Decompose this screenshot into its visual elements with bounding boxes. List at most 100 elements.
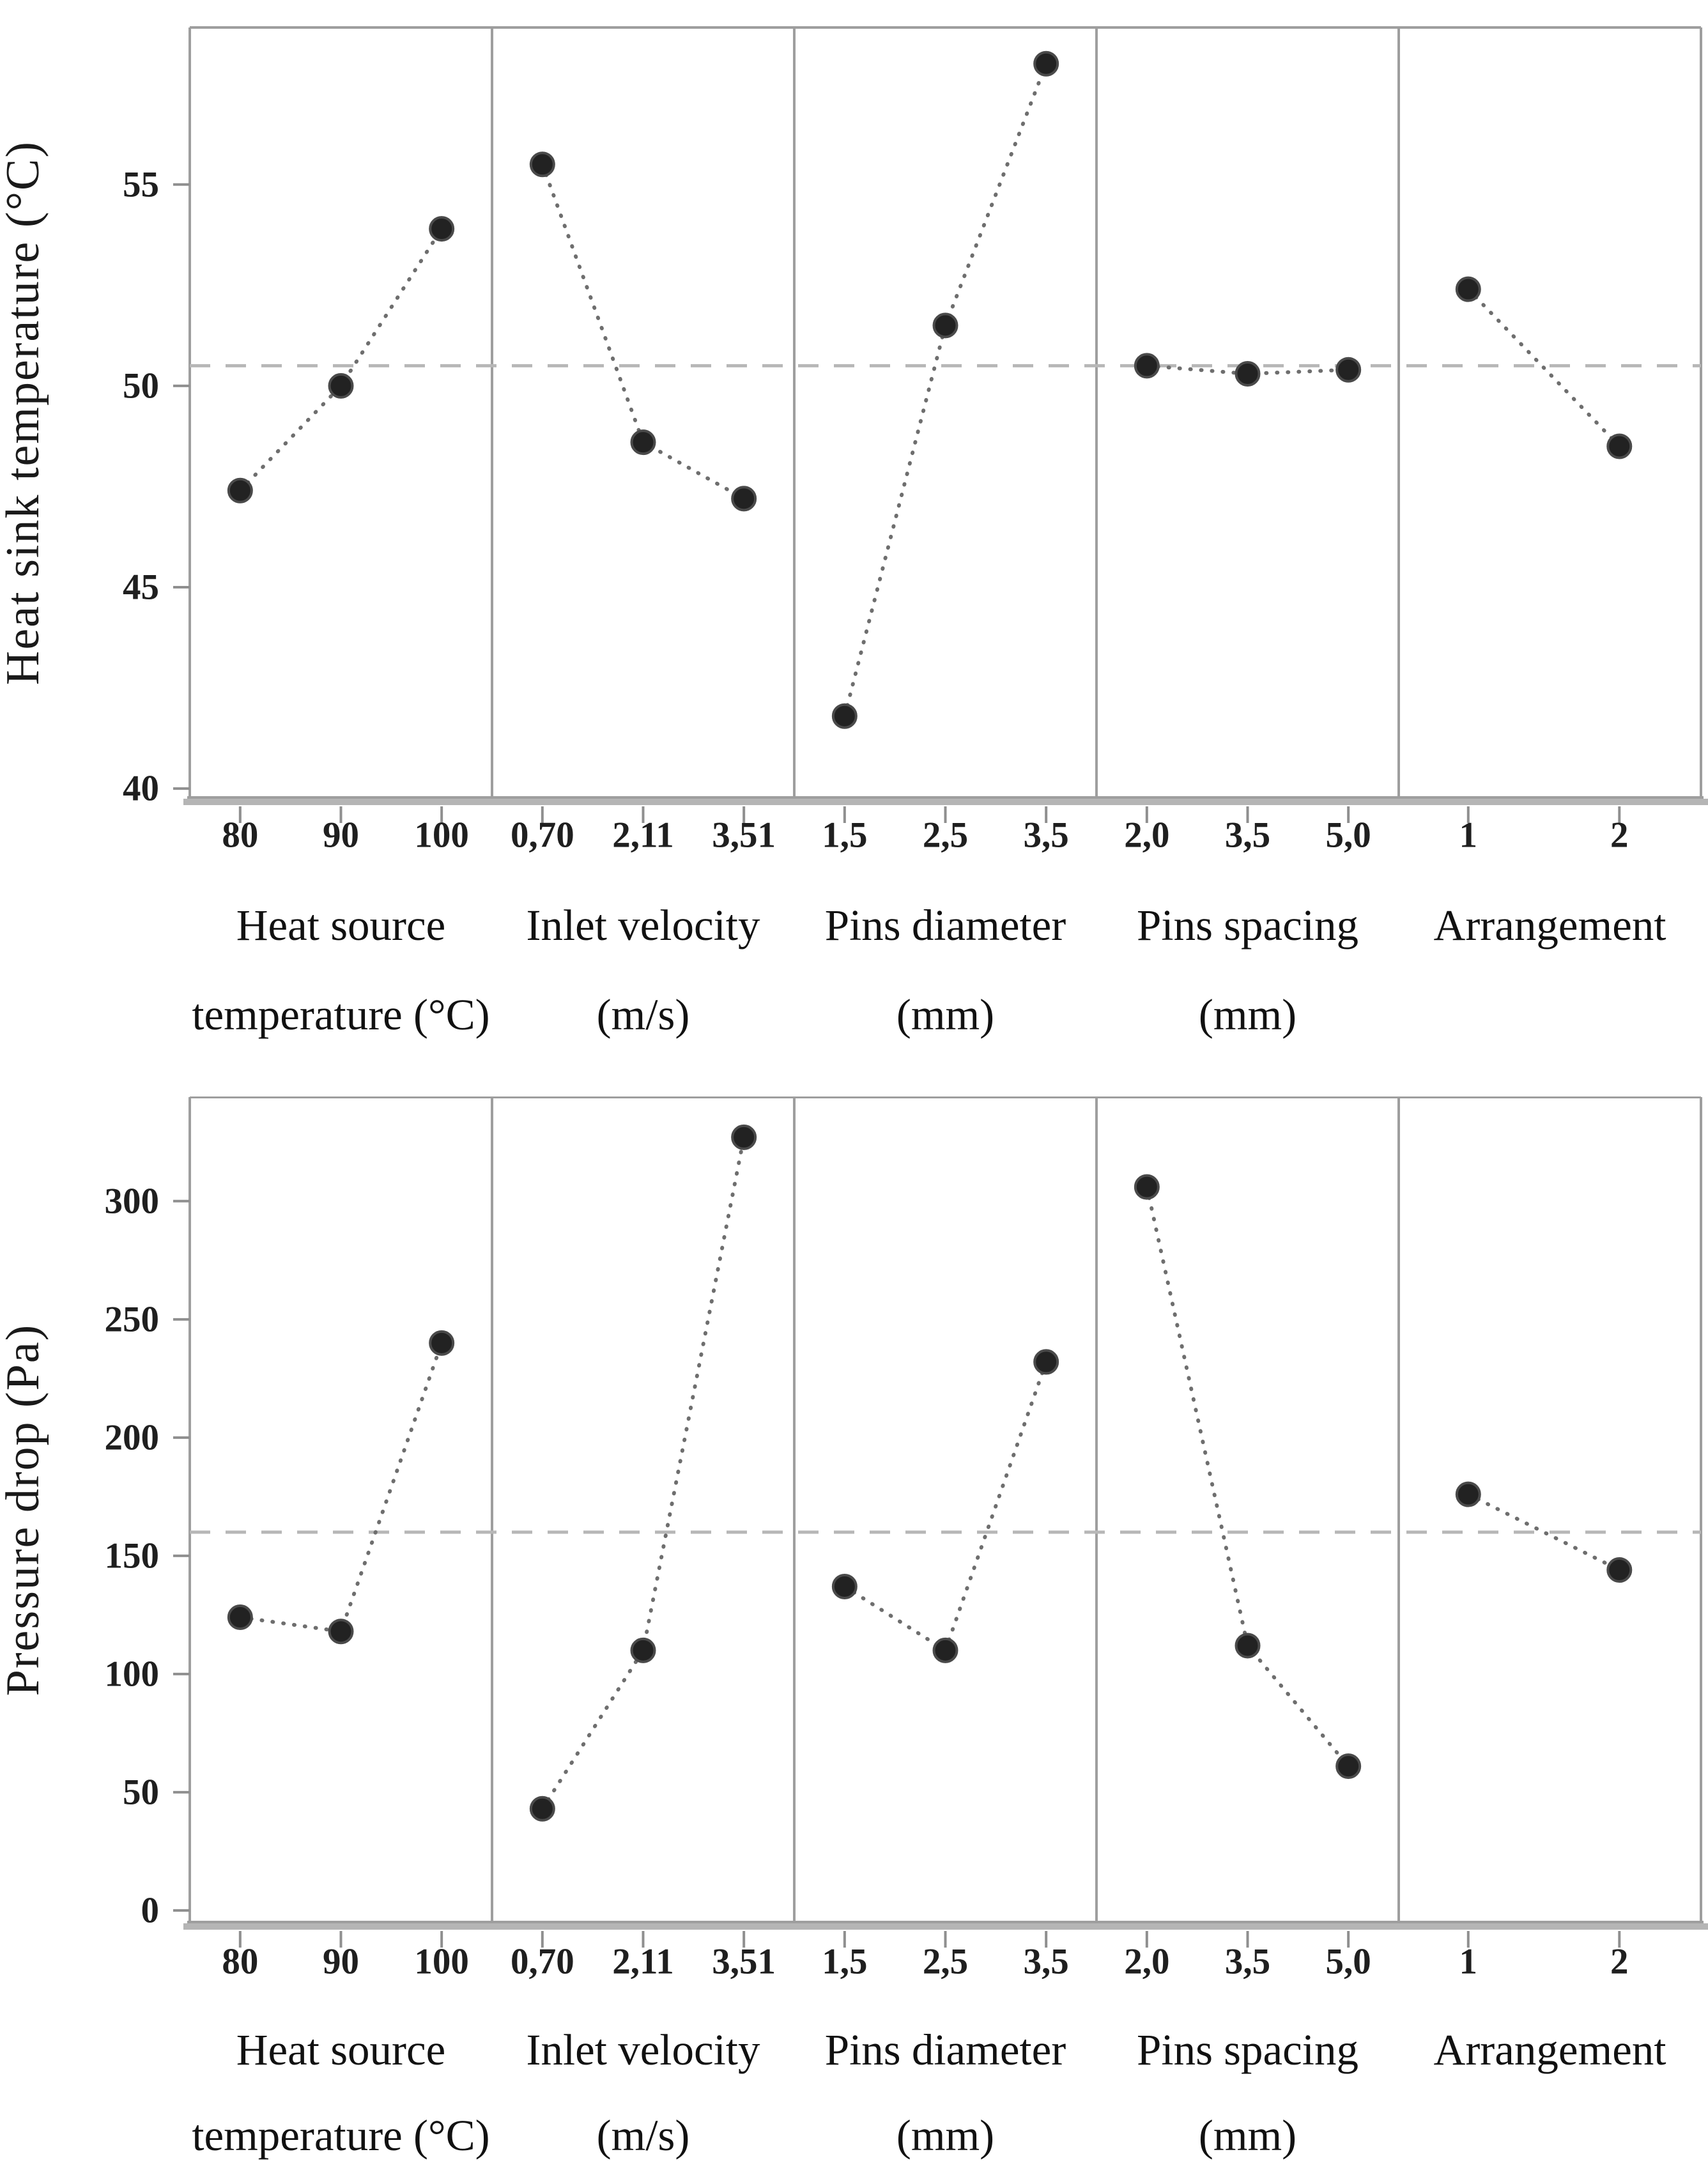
x-tick-label: 3,5	[1024, 815, 1069, 856]
data-point-marker	[1235, 360, 1261, 387]
x-tick-label: 80	[222, 815, 258, 856]
factor-name-line2: (mm)	[896, 2111, 994, 2160]
factor-name-line1: Arrangement	[1433, 901, 1666, 950]
x-tick-label: 2	[1610, 815, 1629, 856]
x-tick-label: 2,0	[1124, 1942, 1169, 1982]
data-point-marker	[1134, 1174, 1160, 1200]
factor-panel	[227, 216, 455, 504]
data-point-marker	[1335, 1753, 1362, 1780]
x-tick-label: 2,5	[923, 815, 968, 856]
factor-panel	[1455, 1481, 1633, 1583]
y-tick-label: 50	[123, 1772, 159, 1812]
data-point-marker	[227, 1604, 253, 1631]
data-point-marker	[328, 373, 354, 399]
factor-panel	[831, 1349, 1059, 1663]
x-tick-label: 1,5	[822, 815, 867, 856]
data-point-marker	[1335, 357, 1362, 383]
x-tick-label: 5,0	[1326, 815, 1371, 856]
y-axis: 55 50 45 40	[123, 164, 190, 809]
data-point-marker	[429, 216, 455, 242]
data-point-marker	[1235, 1633, 1261, 1659]
factor-name-line2: (mm)	[896, 990, 994, 1039]
plot-frame	[183, 26, 1708, 805]
x-tick-label: 0,70	[511, 1942, 574, 1982]
data-point-marker	[227, 477, 253, 504]
factor-panels	[227, 50, 1633, 729]
x-tick-label: 1	[1459, 815, 1478, 856]
data-point-marker	[328, 1619, 354, 1645]
y-tick-label: 55	[123, 164, 159, 204]
x-tick-label: 1	[1459, 1942, 1478, 1982]
factor-name-line1: Pins diameter	[825, 901, 1066, 950]
data-point-marker	[1455, 276, 1481, 302]
x-tick-label: 3,51	[712, 1942, 776, 1982]
y-tick-label: 150	[105, 1535, 160, 1576]
factor-name-line2: (mm)	[1199, 990, 1296, 1039]
data-point-marker	[932, 312, 958, 339]
x-axis: 80 90 100 Heat source temperature (°C) 0,70 2,…	[192, 1931, 1666, 2160]
x-axis: 80 90 100 Heat source temperature (°C) 0,70 2,…	[192, 806, 1666, 1039]
x-tick-label: 1,5	[822, 1942, 867, 1982]
y-axis-title: Heat sink temperature (°C)	[0, 141, 49, 685]
data-point-marker	[831, 1573, 858, 1599]
x-tick-label: 0,70	[511, 815, 574, 856]
data-point-marker	[831, 703, 858, 729]
data-point-marker	[731, 1124, 757, 1150]
x-tick-label: 5,0	[1326, 1942, 1371, 1982]
factor-panel	[529, 1124, 757, 1822]
data-point-marker	[529, 1796, 555, 1822]
x-tick-label: 90	[323, 1942, 359, 1982]
data-point-marker	[630, 1637, 656, 1663]
x-tick-label: 3,5	[1024, 1942, 1069, 1982]
y-tick-label: 200	[105, 1417, 160, 1457]
data-point-marker	[1455, 1481, 1481, 1507]
factor-panel	[529, 151, 757, 512]
data-point-marker	[1033, 1349, 1059, 1375]
factor-panel	[831, 50, 1059, 729]
heat-sink-temperature-chart: 55 50 45 40 80 90 100 Heat source temperature (…	[0, 26, 1708, 1039]
x-tick-label: 2,11	[612, 1942, 674, 1982]
x-tick-label: 3,5	[1225, 815, 1270, 856]
factor-name-line1: Arrangement	[1433, 2026, 1666, 2074]
y-tick-label: 100	[105, 1654, 160, 1694]
x-tick-label: 80	[222, 1942, 258, 1982]
factor-name-line1: Pins spacing	[1137, 901, 1358, 950]
y-tick-label: 40	[123, 769, 159, 809]
y-tick-label: 300	[105, 1181, 160, 1221]
data-point-marker	[1134, 353, 1160, 379]
pressure-drop-chart: 300 250 200 150 100 50 0 80 90 100 Heat source tem…	[0, 1096, 1708, 2160]
data-point-marker	[1606, 433, 1633, 459]
x-tick-label: 90	[323, 815, 359, 856]
factor-name-line2: (m/s)	[597, 990, 690, 1039]
data-point-marker	[731, 486, 757, 512]
factor-name-line1: Pins diameter	[825, 2026, 1066, 2074]
y-tick-label: 45	[123, 567, 159, 608]
factor-name-line1: Pins spacing	[1137, 2026, 1358, 2074]
factor-name-line1: Inlet velocity	[527, 2026, 760, 2074]
x-tick-label: 3,51	[712, 815, 776, 856]
x-tick-label: 100	[414, 815, 469, 856]
y-tick-label: 250	[105, 1299, 160, 1339]
factor-name-line2: temperature (°C)	[192, 990, 489, 1039]
y-tick-label: 0	[141, 1890, 160, 1930]
data-point-marker	[932, 1637, 958, 1663]
y-tick-label: 50	[123, 365, 159, 406]
data-point-marker	[429, 1330, 455, 1356]
data-point-marker	[1606, 1557, 1633, 1583]
factor-name-line1: Heat source	[236, 901, 446, 950]
plot-frame	[183, 1096, 1708, 1930]
factor-name-line2: (m/s)	[597, 2111, 690, 2160]
factor-name-line1: Inlet velocity	[527, 901, 760, 950]
factor-panels	[227, 1124, 1633, 1822]
factor-panel	[1455, 276, 1633, 459]
data-point-marker	[529, 151, 555, 178]
factor-name-line2: (mm)	[1199, 2111, 1296, 2160]
factor-name-line1: Heat source	[236, 2026, 446, 2074]
y-axis: 300 250 200 150 100 50 0	[105, 1181, 190, 1930]
x-tick-label: 2,11	[612, 815, 674, 856]
y-axis-title: Pressure drop (Pa)	[0, 1324, 49, 1696]
factor-panel	[227, 1330, 455, 1645]
data-point-marker	[630, 429, 656, 456]
data-point-marker	[1033, 50, 1059, 77]
